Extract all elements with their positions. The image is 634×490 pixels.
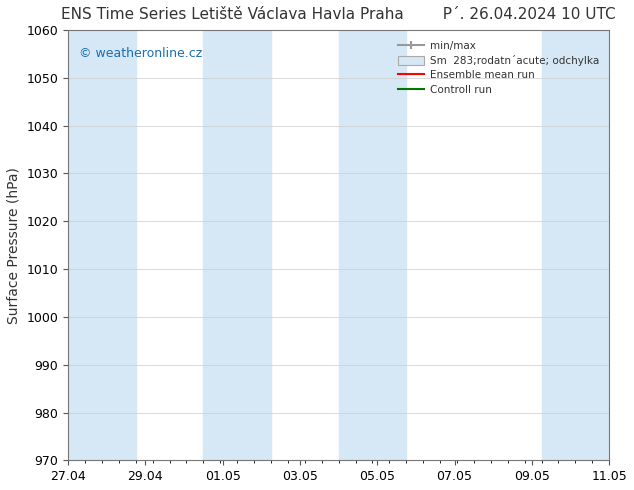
Bar [204, 30, 271, 460]
Title: ENS Time Series Letiště Václava Havla Praha        P´. 26.04.2024 10 UTC: ENS Time Series Letiště Václava Havla Pr… [61, 7, 616, 22]
Y-axis label: Surface Pressure (hPa): Surface Pressure (hPa) [7, 167, 21, 323]
Legend: min/max, Sm  283;rodatn´acute; odchylka, Ensemble mean run, Controll run: min/max, Sm 283;rodatn´acute; odchylka, … [393, 35, 604, 100]
Bar [339, 30, 406, 460]
Bar [68, 30, 136, 460]
Text: © weatheronline.cz: © weatheronline.cz [79, 47, 202, 60]
Bar [541, 30, 609, 460]
